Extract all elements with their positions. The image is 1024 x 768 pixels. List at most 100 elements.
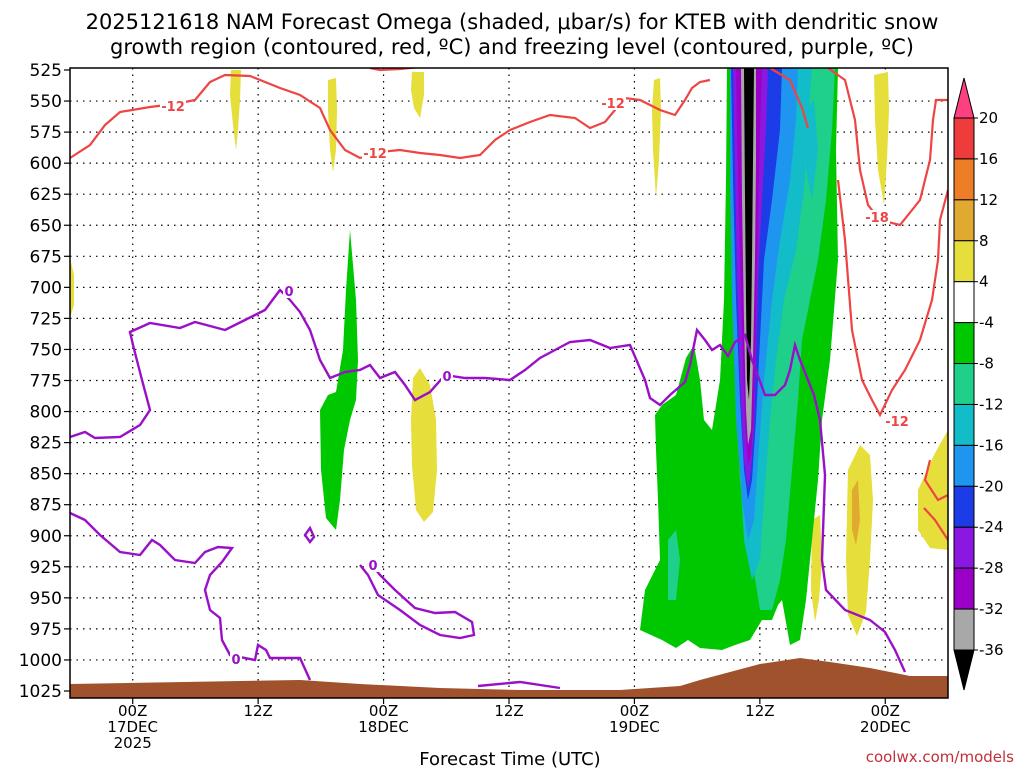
contour-label-bg bbox=[283, 284, 295, 298]
y-tick-label: 550 bbox=[30, 92, 62, 112]
colorbar-label: -8 bbox=[979, 355, 994, 373]
x-tick-label: 12Z bbox=[494, 702, 523, 720]
y-tick-label: 575 bbox=[30, 123, 62, 143]
x-tick-label: 00Z bbox=[871, 702, 900, 720]
red-contour-label: -18 bbox=[865, 211, 889, 226]
y-tick-label: 600 bbox=[30, 154, 62, 174]
colorbar-label: -24 bbox=[979, 518, 1004, 536]
colorbar-segment bbox=[953, 526, 975, 569]
omega-positive-patch bbox=[411, 72, 424, 118]
y-tick-label: 750 bbox=[30, 340, 62, 360]
x-tick-label: 19DEC bbox=[609, 718, 660, 736]
y-tick-label: 850 bbox=[30, 465, 62, 485]
x-tick-label: 12Z bbox=[745, 702, 774, 720]
colorbar-segment bbox=[953, 403, 975, 446]
colorbar-label: 4 bbox=[979, 273, 989, 291]
purple-contour-label: 0 bbox=[368, 559, 377, 574]
red-contour-label: -12 bbox=[885, 415, 909, 430]
omega-positive-patch bbox=[852, 480, 860, 545]
purple-contour-label: 0 bbox=[442, 370, 451, 385]
colorbar-segment bbox=[953, 363, 975, 405]
freezing-level-contour bbox=[70, 288, 907, 673]
colorbar-segment bbox=[953, 117, 975, 160]
freezing-level-contour bbox=[359, 564, 476, 640]
chart-title-line-2: growth region (contoured, red, ºC) and f… bbox=[110, 35, 914, 59]
colorbar-label: -32 bbox=[979, 600, 1004, 618]
colorbar-bottom-arrow bbox=[953, 649, 975, 691]
colorbar-segment bbox=[953, 240, 975, 283]
colorbar-label: -36 bbox=[979, 641, 1004, 659]
y-axis: 525 550 575 600 625 650 675 700 725 750 775 800 825 8… bbox=[19, 61, 70, 702]
dgz-contour-red bbox=[923, 459, 948, 541]
y-tick-label: 925 bbox=[30, 558, 62, 578]
plot-shading bbox=[70, 68, 948, 698]
colorbar-segment bbox=[953, 444, 975, 487]
colorbar-segment bbox=[953, 567, 975, 610]
dgz-contour-red bbox=[70, 73, 711, 160]
y-tick-label: 975 bbox=[30, 620, 62, 640]
red-contour-label: -12 bbox=[363, 147, 387, 162]
contour-label-bg bbox=[441, 369, 453, 383]
dgz-contour-red bbox=[369, 68, 422, 72]
colorbar-label: 12 bbox=[979, 191, 998, 209]
chart-title-line-1: 2025121618 NAM Forecast Omega (shaded, μ… bbox=[86, 10, 939, 34]
dgz-contour-red bbox=[769, 68, 810, 129]
y-tick-label: 725 bbox=[30, 309, 62, 329]
colorbar-label: -28 bbox=[979, 559, 1004, 577]
purple-contour-label: 0 bbox=[284, 285, 293, 300]
contour-label-bg bbox=[160, 99, 186, 113]
colorbar-label: -16 bbox=[979, 436, 1004, 454]
omega-positive-patch bbox=[328, 78, 337, 172]
y-tick-label: 525 bbox=[30, 61, 62, 81]
contour-label-bg bbox=[884, 414, 910, 428]
contour-label-bg bbox=[367, 558, 379, 572]
colorbar-segment bbox=[953, 158, 975, 201]
y-tick-label: 800 bbox=[30, 403, 62, 423]
omega-positive-patch bbox=[652, 78, 661, 198]
omega-negative-patch bbox=[668, 530, 680, 600]
freezing-level-contour bbox=[303, 525, 316, 544]
red-contour-label: -12 bbox=[161, 100, 185, 115]
x-tick-label: 12Z bbox=[243, 702, 272, 720]
colorbar: 20 16 12 8 4 -4 -8 -12 -16 -20 -24 -28 -32 -36 bbox=[953, 77, 1004, 691]
colorbar-label: -4 bbox=[979, 314, 994, 332]
colorbar-label: 16 bbox=[979, 150, 998, 168]
contour-label-bg bbox=[230, 652, 242, 666]
x-tick-label: 17DEC bbox=[107, 718, 158, 736]
colorbar-segment bbox=[953, 485, 975, 528]
omega-negative-patch bbox=[806, 100, 818, 200]
y-tick-label: 650 bbox=[30, 216, 62, 236]
y-tick-label: 875 bbox=[30, 496, 62, 516]
dgz-contour-red bbox=[836, 179, 948, 418]
x-tick-label: 18DEC bbox=[358, 718, 409, 736]
freezing-level-contour bbox=[70, 511, 312, 681]
x-tick-label: 00Z bbox=[369, 702, 398, 720]
x-tick-label: 00Z bbox=[620, 702, 649, 720]
colorbar-segment bbox=[953, 199, 975, 242]
omega-positive-patch bbox=[811, 515, 822, 622]
omega-positive-patch bbox=[230, 70, 241, 150]
y-tick-label: 700 bbox=[30, 278, 62, 298]
colorbar-segment bbox=[953, 608, 975, 651]
y-tick-label: 825 bbox=[30, 434, 62, 454]
red-contour-label: -12 bbox=[601, 97, 625, 112]
omega-negative-patch bbox=[320, 230, 358, 530]
y-tick-label: 1025 bbox=[19, 682, 62, 702]
omega-positive-patch bbox=[874, 72, 889, 205]
colorbar-top-arrow bbox=[953, 77, 975, 119]
colorbar-label: 20 bbox=[979, 109, 998, 127]
omega-negative-patch bbox=[744, 68, 754, 400]
colorbar-label: -12 bbox=[979, 395, 1004, 413]
contour-label-bg bbox=[362, 146, 388, 160]
y-tick-label: 900 bbox=[30, 527, 62, 547]
purple-contour-label: 0 bbox=[231, 653, 240, 668]
x-tick-label: 20DEC bbox=[860, 718, 911, 736]
y-tick-label: 1000 bbox=[19, 651, 62, 671]
colorbar-segment bbox=[953, 322, 975, 365]
omega-positive-patch bbox=[411, 368, 437, 522]
x-axis-label: Forecast Time (UTC) bbox=[419, 749, 600, 768]
freezing-level-contour bbox=[477, 680, 561, 690]
credit-text: coolwx.com/models bbox=[866, 748, 1014, 766]
